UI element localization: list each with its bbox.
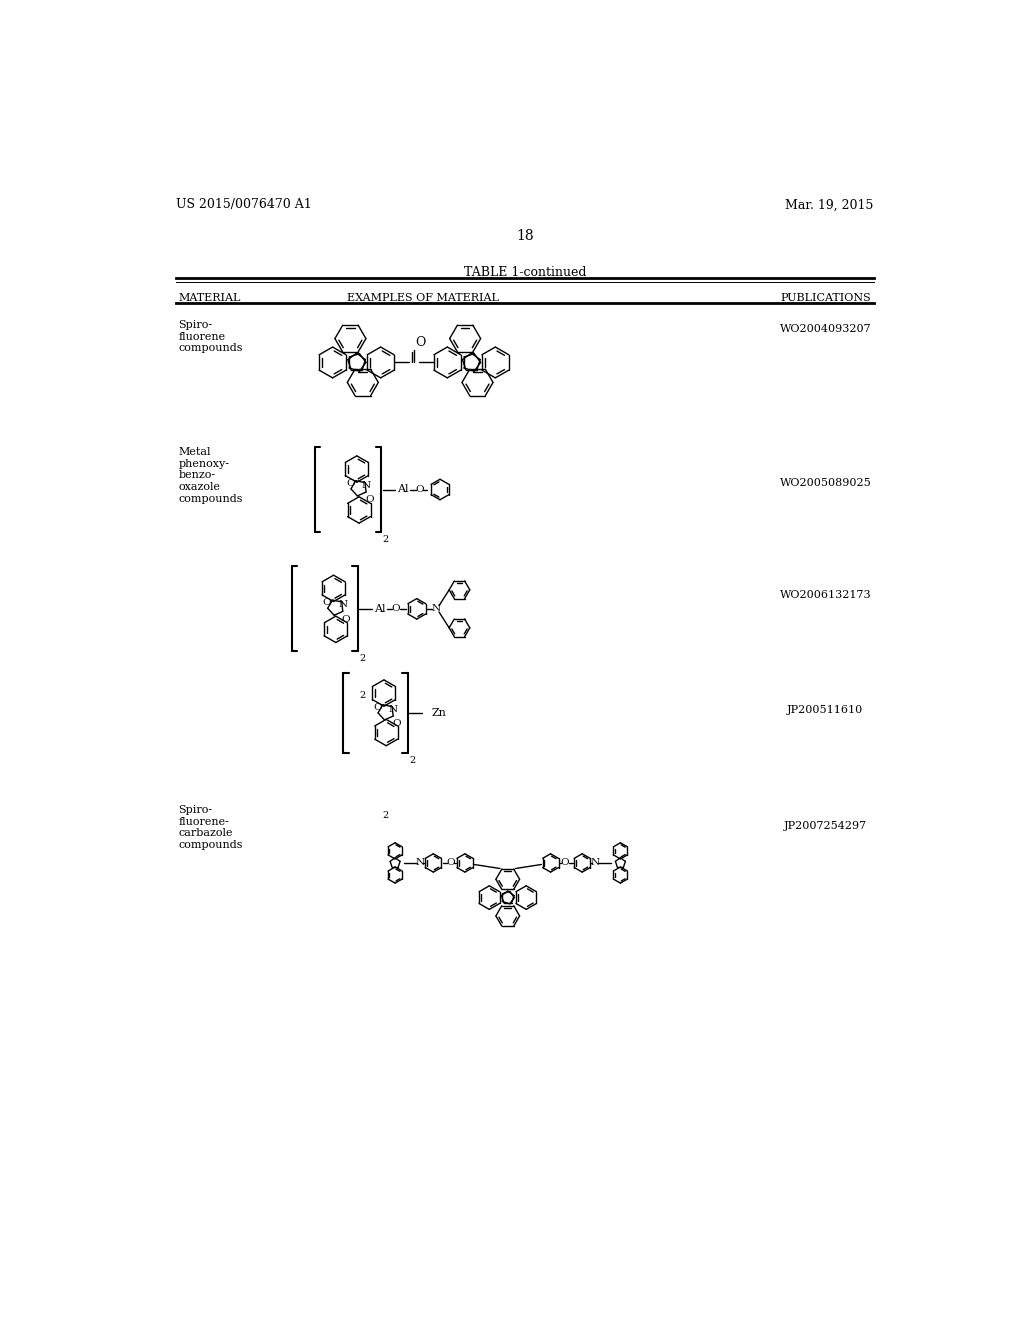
Text: O: O bbox=[365, 495, 374, 504]
Text: Al: Al bbox=[374, 603, 386, 614]
Text: Zn: Zn bbox=[431, 708, 446, 718]
Text: 2: 2 bbox=[409, 756, 416, 766]
Text: PUBLICATIONS: PUBLICATIONS bbox=[780, 293, 870, 304]
Text: Metal
phenoxy-
benzo-
oxazole
compounds: Metal phenoxy- benzo- oxazole compounds bbox=[178, 447, 243, 503]
Text: 2: 2 bbox=[383, 810, 389, 820]
Text: Spiro-
fluorene-
carbazole
compounds: Spiro- fluorene- carbazole compounds bbox=[178, 805, 243, 850]
Text: MATERIAL: MATERIAL bbox=[178, 293, 241, 304]
Text: O: O bbox=[373, 704, 382, 713]
Text: WO2006132173: WO2006132173 bbox=[779, 590, 871, 599]
Text: WO2004093207: WO2004093207 bbox=[779, 323, 871, 334]
Text: N: N bbox=[389, 705, 398, 714]
Text: 2: 2 bbox=[359, 692, 366, 700]
Text: Mar. 19, 2015: Mar. 19, 2015 bbox=[785, 198, 873, 211]
Text: N: N bbox=[339, 601, 348, 609]
Text: 18: 18 bbox=[516, 230, 534, 243]
Text: N: N bbox=[416, 858, 425, 867]
Text: O: O bbox=[446, 858, 455, 867]
Text: JP200511610: JP200511610 bbox=[787, 705, 863, 715]
Text: 2: 2 bbox=[359, 655, 366, 664]
Text: N: N bbox=[431, 605, 440, 614]
Text: JP2007254297: JP2007254297 bbox=[784, 821, 867, 830]
Text: EXAMPLES OF MATERIAL: EXAMPLES OF MATERIAL bbox=[346, 293, 499, 304]
Text: TABLE 1-continued: TABLE 1-continued bbox=[464, 267, 586, 280]
Text: US 2015/0076470 A1: US 2015/0076470 A1 bbox=[176, 198, 311, 211]
Text: O: O bbox=[415, 484, 424, 494]
Text: N: N bbox=[591, 858, 600, 867]
Text: O: O bbox=[392, 605, 400, 614]
Text: O: O bbox=[346, 479, 354, 488]
Text: WO2005089025: WO2005089025 bbox=[779, 478, 871, 488]
Text: 2: 2 bbox=[383, 535, 389, 544]
Text: Al: Al bbox=[397, 484, 409, 495]
Text: O: O bbox=[342, 615, 350, 623]
Text: N: N bbox=[361, 480, 371, 490]
Text: Spiro-
fluorene
compounds: Spiro- fluorene compounds bbox=[178, 321, 243, 354]
Text: O: O bbox=[392, 718, 400, 727]
Text: O: O bbox=[561, 858, 569, 867]
Text: O: O bbox=[415, 335, 425, 348]
Text: O: O bbox=[323, 598, 331, 607]
